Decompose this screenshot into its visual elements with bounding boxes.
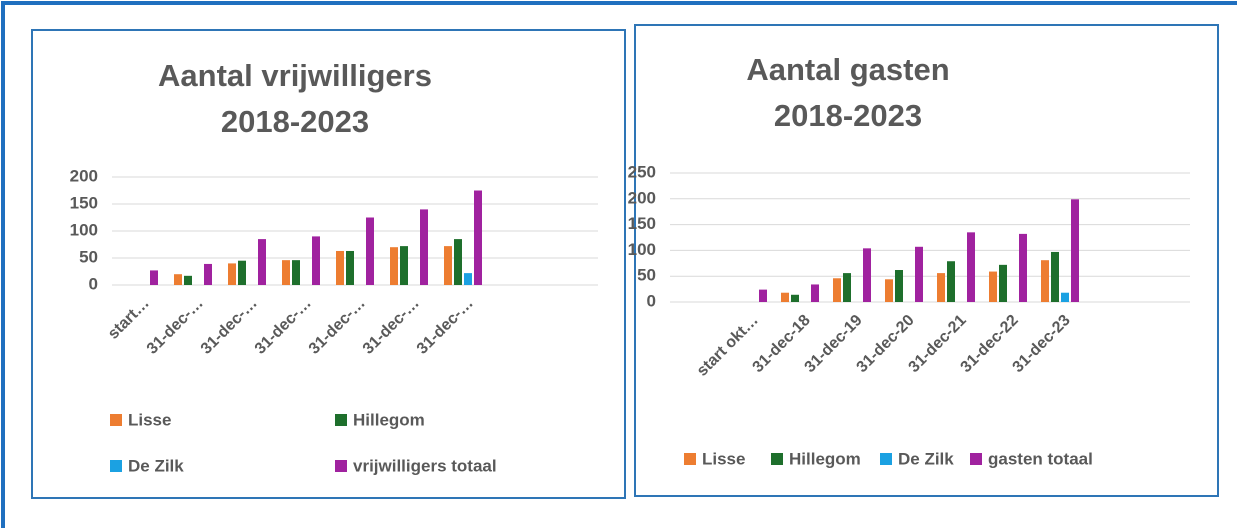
bar — [1071, 199, 1079, 302]
legend-swatch — [771, 453, 783, 465]
legend-swatch — [970, 453, 982, 465]
bar — [444, 246, 452, 285]
bar — [915, 246, 923, 302]
y-tick-label: 200 — [628, 188, 656, 207]
bar — [204, 263, 212, 285]
bar — [174, 274, 182, 285]
bar — [366, 217, 374, 285]
bar — [228, 263, 236, 285]
bar — [1019, 233, 1027, 302]
legend-swatch — [110, 414, 122, 426]
legend-label: Lisse — [702, 449, 745, 468]
bar — [843, 273, 851, 302]
bar — [967, 232, 975, 302]
bar — [292, 260, 300, 285]
legend-label: gasten totaal — [988, 449, 1093, 468]
y-tick-label: 100 — [70, 220, 98, 239]
bar — [390, 247, 398, 285]
legend-swatch — [110, 460, 122, 472]
bar — [989, 271, 997, 302]
y-tick-label: 100 — [628, 240, 656, 259]
chart-title: 2018-2023 — [774, 98, 922, 133]
legend-label: Lisse — [128, 410, 171, 429]
bar — [833, 278, 841, 302]
bar — [863, 248, 871, 302]
bar — [184, 275, 192, 285]
bar — [420, 209, 428, 285]
bar — [258, 239, 266, 285]
panel — [31, 29, 626, 499]
bar — [811, 284, 819, 302]
bar — [464, 273, 472, 285]
y-tick-label: 150 — [70, 193, 98, 212]
y-tick-label: 150 — [628, 214, 656, 233]
bar — [454, 239, 462, 285]
chart-title: Aantal gasten — [746, 52, 949, 87]
bar — [312, 236, 320, 285]
bar — [1061, 292, 1069, 302]
legend-label: vrijwilligers totaal — [353, 456, 497, 475]
bar — [947, 261, 955, 302]
bar — [781, 292, 789, 302]
legend-swatch — [335, 460, 347, 472]
legend-label: De Zilk — [128, 456, 184, 475]
bar — [474, 190, 482, 285]
legend-swatch — [335, 414, 347, 426]
chart-title: Aantal vrijwilligers — [158, 58, 432, 93]
bar — [759, 289, 767, 302]
bar — [791, 294, 799, 302]
bar — [1051, 251, 1059, 302]
y-tick-label: 200 — [70, 166, 98, 185]
panel — [634, 24, 1219, 497]
bar — [282, 260, 290, 285]
y-tick-label: 50 — [637, 266, 656, 285]
bar — [1041, 260, 1049, 302]
y-tick-label: 0 — [647, 291, 656, 310]
bar — [400, 246, 408, 285]
bar — [336, 250, 344, 285]
legend-label: Hillegom — [789, 449, 861, 468]
bar — [885, 279, 893, 302]
legend-swatch — [880, 453, 892, 465]
legend-label: De Zilk — [898, 449, 954, 468]
y-tick-label: 50 — [79, 247, 98, 266]
bar — [150, 270, 158, 285]
y-tick-label: 250 — [628, 162, 656, 181]
chart-title: 2018-2023 — [221, 104, 369, 139]
bar — [346, 250, 354, 285]
y-tick-label: 0 — [89, 274, 98, 293]
legend-swatch — [684, 453, 696, 465]
bar — [238, 260, 246, 285]
bar — [999, 264, 1007, 302]
bar — [937, 273, 945, 302]
bar — [895, 270, 903, 302]
legend-label: Hillegom — [353, 410, 425, 429]
